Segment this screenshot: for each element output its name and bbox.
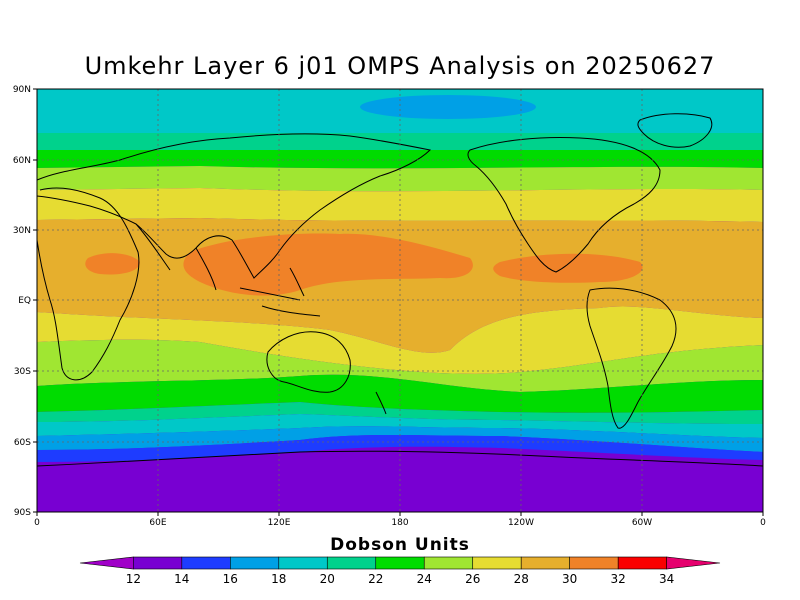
colorbar: 12 14 16 18 20 22 24 26 28 30 32 34 [79, 556, 721, 586]
colorbar-label: 20 [320, 572, 335, 586]
colorbar-label: 24 [417, 572, 432, 586]
colorbar-label: 12 [126, 572, 141, 586]
lat-label-30s: 30S [14, 367, 31, 377]
lon-label-60e: 60E [149, 518, 166, 528]
lon-label-120w: 120W [508, 518, 534, 528]
colorbar-label: 18 [271, 572, 286, 586]
colorbar-swatch [423, 556, 474, 570]
lon-label-60w: 60W [632, 518, 652, 528]
colorbar-label: 28 [514, 572, 529, 586]
colorbar-label: 30 [562, 572, 577, 586]
colorbar-swatch-low [79, 556, 134, 570]
colorbar-swatch [133, 556, 183, 570]
lat-label-eq: EQ [18, 296, 31, 306]
lat-label-30n: 30N [13, 226, 31, 236]
colorbar-label: 34 [659, 572, 674, 586]
coastlines [36, 113, 764, 467]
colorbar-swatch [181, 556, 231, 570]
lat-label-60n: 60N [13, 156, 31, 166]
lon-label-120e: 120E [268, 518, 291, 528]
lat-label-90s: 90S [14, 508, 31, 518]
colorbar-swatch [326, 556, 377, 570]
lat-axis: 90N 60N 30N EQ 30S 60S 90S [13, 85, 37, 518]
colorbar-label: 14 [174, 572, 189, 586]
colorbar-label: 32 [611, 572, 626, 586]
colorbar-title: Dobson Units [330, 535, 470, 555]
graticule [37, 89, 763, 512]
lon-label-0-right: 0 [760, 518, 766, 528]
colorbar-swatch [569, 556, 619, 570]
lat-label-60s: 60S [14, 438, 31, 448]
colorbar-swatch [617, 556, 667, 570]
colorbar-label: 26 [465, 572, 480, 586]
colorbar-label: 16 [223, 572, 238, 586]
lat-label-90n: 90N [13, 85, 31, 95]
colorbar-swatch-high [666, 556, 721, 570]
colorbar-swatch [375, 556, 425, 570]
map-title: Umkehr Layer 6 j01 OMPS Analysis on 2025… [84, 52, 716, 80]
lon-label-180: 180 [391, 518, 408, 528]
colorbar-swatch [472, 556, 522, 570]
colorbar-swatch [520, 556, 570, 570]
colorbar-label: 22 [368, 572, 383, 586]
colorbar-swatch [278, 556, 328, 570]
lon-axis: 0 60E 120E 180 120W 60W 0 [34, 512, 766, 528]
lon-label-0-left: 0 [34, 518, 40, 528]
colorbar-swatch [230, 556, 280, 570]
